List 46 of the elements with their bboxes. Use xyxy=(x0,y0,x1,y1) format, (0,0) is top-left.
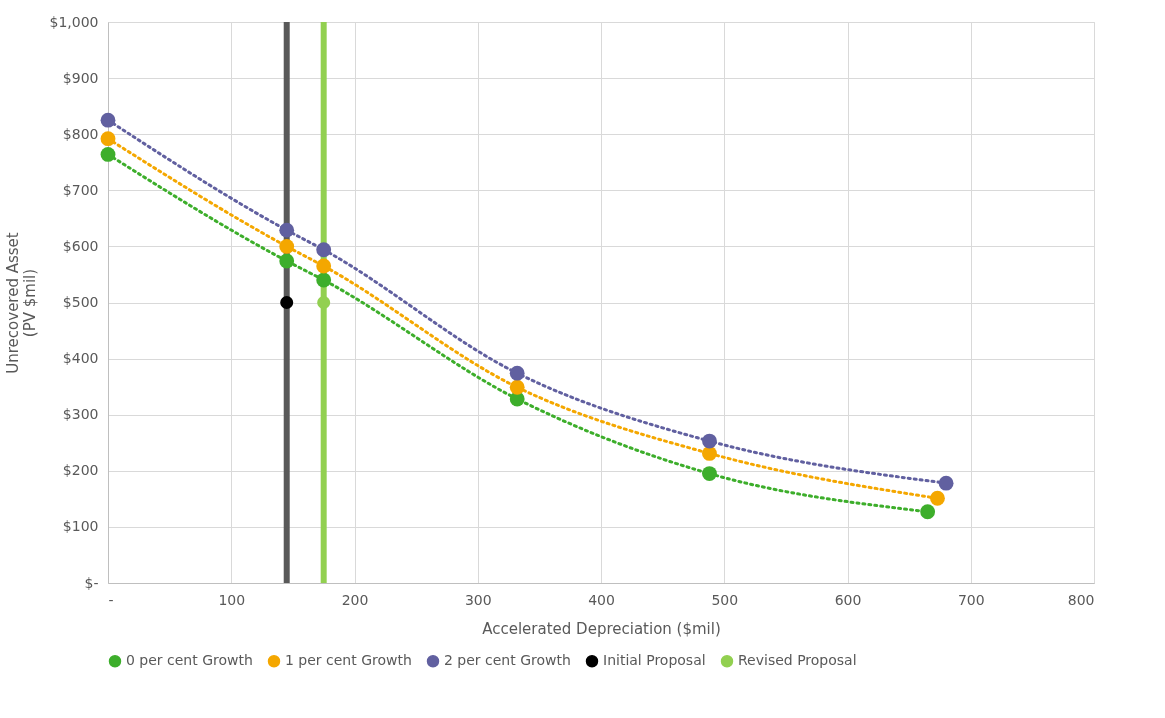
point xyxy=(930,490,945,506)
x-tick-label: 100 xyxy=(218,591,246,608)
point xyxy=(702,446,717,461)
y-tick-label: $700 xyxy=(62,181,99,198)
x-tick-label: 700 xyxy=(957,591,985,608)
y-tick-label: $200 xyxy=(62,462,99,479)
point xyxy=(279,253,295,269)
x-tick-label: - xyxy=(108,591,114,608)
point xyxy=(279,239,295,254)
y-tick-label: $- xyxy=(84,574,99,591)
x-tick-label: 300 xyxy=(464,591,492,608)
point xyxy=(316,272,332,288)
legend-label: 1 per cent Growth xyxy=(285,652,412,669)
point xyxy=(316,258,332,274)
point xyxy=(702,466,717,482)
point xyxy=(938,475,954,491)
point xyxy=(509,379,525,395)
point xyxy=(702,433,717,449)
x-tick-label: 800 xyxy=(1067,591,1095,608)
legend-label: Initial Proposal xyxy=(603,652,706,669)
point xyxy=(920,504,936,520)
point xyxy=(316,242,332,258)
y-tick-label: $1,000 xyxy=(49,13,99,30)
x-tick-label: 400 xyxy=(588,591,615,608)
legend-label: Revised Proposal xyxy=(738,652,857,669)
point xyxy=(100,146,116,162)
point xyxy=(280,295,294,310)
legend-label: 0 per cent Growth xyxy=(126,652,253,669)
point xyxy=(100,112,116,128)
legend-label: 2 per cent Growth xyxy=(444,652,571,669)
x-tick-label: 200 xyxy=(341,591,369,608)
y-tick-label: $800 xyxy=(62,125,99,142)
point xyxy=(100,131,116,147)
x-axis-title: Accelerated Depreciation ($mil) xyxy=(482,619,721,638)
y-tick-label: $100 xyxy=(62,518,99,535)
y-tick-label: $500 xyxy=(62,294,99,310)
y-tick-label: $900 xyxy=(62,69,99,86)
point xyxy=(279,222,295,238)
x-tick-label: 500 xyxy=(711,591,739,608)
point xyxy=(317,295,331,310)
x-tick-label: 600 xyxy=(834,591,862,608)
y-tick-label: $300 xyxy=(62,406,99,423)
y-tick-label: $600 xyxy=(62,237,99,254)
y-tick-label: $400 xyxy=(62,350,99,367)
y-axis-title: Unrecovered Asset (PV $mil) xyxy=(3,232,39,374)
point xyxy=(509,365,525,381)
